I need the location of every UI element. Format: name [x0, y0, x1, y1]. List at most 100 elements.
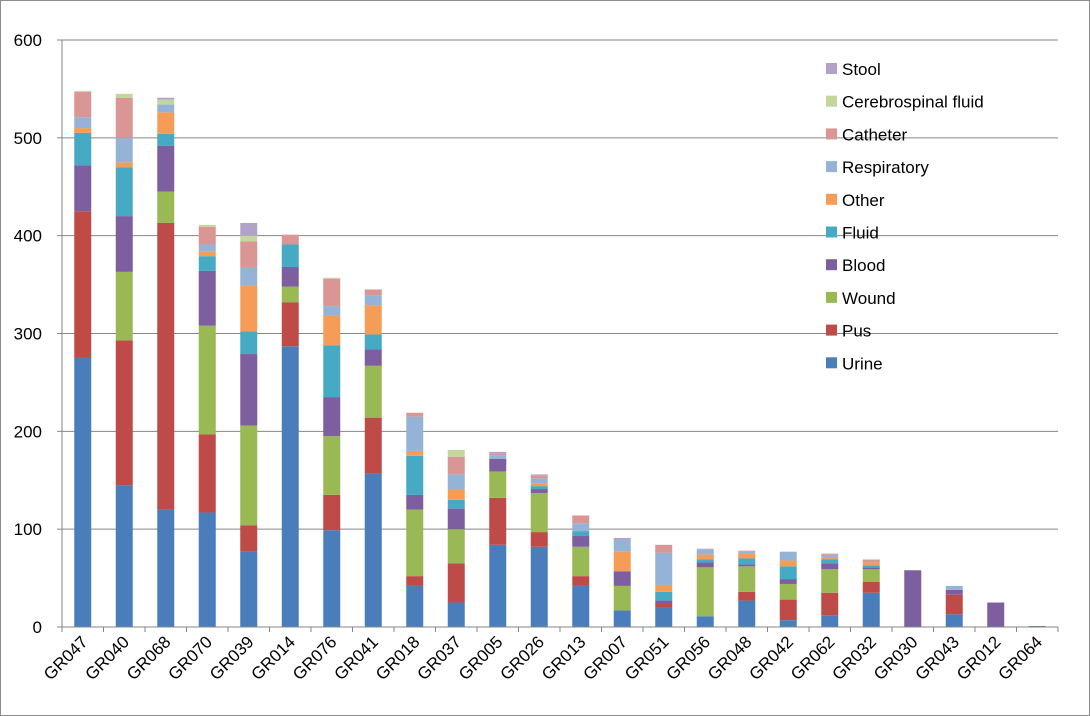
bar-segment-stool: [157, 97, 175, 100]
bar-segment-blood: [821, 563, 839, 570]
bar-segment-urine: [572, 585, 590, 627]
bar-stack-gr042: [779, 551, 797, 627]
bar-segment-urine: [157, 509, 175, 627]
x-category-label: GR039: [206, 632, 258, 684]
legend-label: Blood: [842, 256, 885, 275]
legend-swatch: [826, 128, 837, 140]
bar-segment-catheter: [281, 234, 299, 245]
bar-segment-pus: [862, 581, 880, 593]
bar-segment-respiratory: [323, 306, 341, 316]
bar-segment-pus: [115, 340, 133, 486]
bar-segment-wound: [821, 569, 839, 593]
bar-segment-wound: [738, 566, 756, 592]
x-axis-category-labels: GR047GR040GR068GR070GR039GR014GR076GR041…: [40, 632, 1046, 684]
bar-stack-gr039: [240, 222, 258, 627]
bar-segment-pus: [738, 591, 756, 601]
bar-segment-other: [323, 315, 341, 346]
bar-segment-fluid: [821, 559, 839, 564]
x-category-label: GR007: [580, 632, 632, 684]
bar-segment-urine: [738, 600, 756, 627]
x-category-label: GR064: [995, 632, 1047, 684]
y-tick-label: 400: [14, 227, 42, 246]
x-category-label: GR030: [870, 632, 922, 684]
bar-segment-pus: [198, 434, 216, 513]
y-tick-label: 0: [33, 618, 42, 637]
x-category-label: GR070: [165, 632, 217, 684]
bar-segment-catheter: [530, 475, 548, 479]
bar-segment-cerebrospinal-fluid: [323, 277, 341, 279]
bar-segment-pus: [821, 592, 839, 616]
bar-segment-blood: [572, 536, 590, 547]
bar-segment-fluid: [74, 132, 92, 166]
gridlines: [62, 39, 1058, 530]
bar-segment-pus: [364, 417, 382, 474]
bar-segment-pus: [323, 494, 341, 531]
bar-segment-cerebrospinal-fluid: [447, 449, 465, 457]
bar-segment-blood: [406, 494, 424, 510]
bar-segment-cerebrospinal-fluid: [157, 99, 175, 105]
bar-segment-blood: [364, 349, 382, 366]
legend-swatch: [826, 95, 837, 107]
bar-segment-respiratory: [157, 104, 175, 113]
bar-segment-blood: [987, 602, 1005, 627]
bar-segment-wound: [862, 569, 880, 582]
bar-segment-fluid: [572, 531, 590, 537]
legend-item-respiratory: Respiratory: [826, 158, 929, 177]
bar-stack-gr047: [74, 90, 92, 627]
bar-segment-wound: [779, 583, 797, 600]
bar-segment-wound: [613, 585, 631, 611]
bar-segment-respiratory: [696, 549, 714, 555]
bar-segment-blood: [862, 567, 880, 570]
y-tick-label: 300: [14, 325, 42, 344]
axes: [57, 39, 1059, 632]
bar-segment-cerebrospinal-fluid: [115, 93, 133, 98]
bar-segment-other: [406, 450, 424, 456]
x-category-label: GR051: [621, 632, 673, 684]
bar-segment-catheter: [364, 289, 382, 296]
bar-segment-blood: [157, 145, 175, 192]
bar-segment-respiratory: [655, 552, 673, 585]
bar-segment-urine: [198, 512, 216, 627]
legend-label: Pus: [842, 322, 871, 341]
legend-item-cerebrospinal-fluid: Cerebrospinal fluid: [826, 93, 984, 112]
bar-stacks: [74, 90, 1046, 627]
legend-item-wound: Wound: [826, 289, 896, 308]
bar-segment-respiratory: [738, 551, 756, 554]
bar-segment-urine: [655, 607, 673, 627]
bar-segment-urine: [364, 473, 382, 627]
bar-segment-urine: [530, 546, 548, 627]
bar-stack-gr005: [489, 451, 507, 627]
bar-segment-catheter: [74, 91, 92, 118]
bar-stack-gr012: [987, 602, 1005, 627]
x-category-label: GR068: [123, 632, 175, 684]
bar-segment-stool: [489, 451, 507, 454]
bar-segment-other: [655, 584, 673, 592]
bar-segment-wound: [198, 325, 216, 435]
bar-segment-blood: [779, 579, 797, 584]
bar-segment-blood: [945, 589, 963, 595]
legend-swatch: [826, 226, 837, 238]
bar-segment-other: [115, 162, 133, 168]
bar-segment-wound: [157, 191, 175, 223]
bar-segment-catheter: [655, 544, 673, 553]
bar-segment-blood: [198, 270, 216, 326]
bar-segment-wound: [323, 436, 341, 495]
bar-segment-blood: [696, 562, 714, 568]
bar-segment-blood: [530, 489, 548, 493]
bar-segment-urine: [115, 485, 133, 627]
y-tick-label: 100: [14, 520, 42, 539]
bar-segment-wound: [489, 471, 507, 498]
bar-stack-gr041: [364, 289, 382, 627]
bar-segment-blood: [281, 266, 299, 287]
bar-segment-pus: [406, 576, 424, 586]
legend-item-urine: Urine: [826, 354, 883, 373]
legend-swatch: [826, 259, 837, 271]
legend-swatch: [826, 63, 837, 74]
bar-segment-blood: [447, 508, 465, 530]
legend-item-stool: Stool: [826, 60, 881, 79]
bar-stack-gr030: [904, 570, 922, 627]
bar-segment-pus: [74, 211, 92, 358]
bar-segment-respiratory: [530, 478, 548, 484]
bar-segment-pus: [572, 576, 590, 586]
x-category-label: GR013: [538, 632, 590, 684]
